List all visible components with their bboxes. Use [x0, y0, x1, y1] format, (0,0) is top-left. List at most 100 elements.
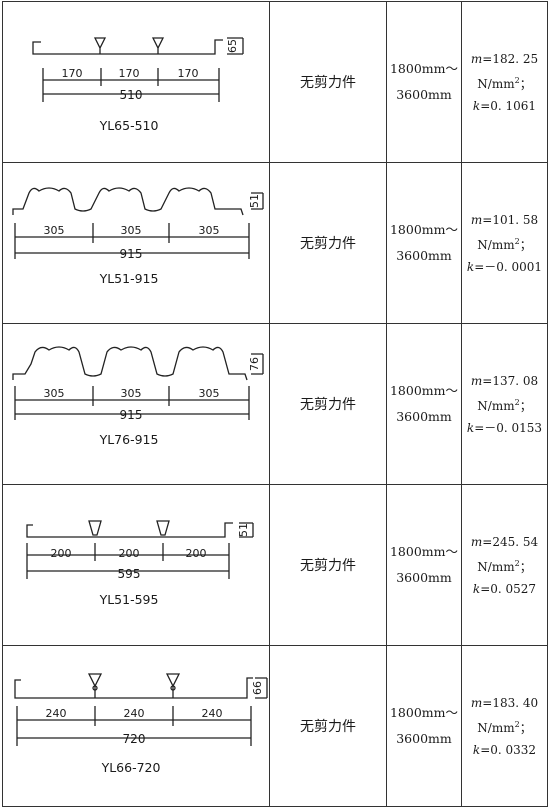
profile-cell: 51 200 200 200 595 YL51-595 — [2, 484, 270, 646]
m-value-line: m=137. 08 — [470, 373, 539, 388]
unit-line: N/mm2； — [477, 719, 532, 735]
segment-width-label: 240 — [202, 707, 223, 720]
table-row: 51 305 305 305 915 YL51-915 无剪力件 1800mm～… — [2, 162, 548, 324]
rib-mark — [156, 520, 170, 536]
deck-profile-line — [32, 39, 223, 55]
height-bracket — [255, 677, 268, 699]
model-label: YL66-720 — [101, 760, 161, 775]
total-width-label: 510 — [120, 88, 143, 102]
segment-width-label: 240 — [124, 707, 145, 720]
height-label: 51 — [237, 523, 250, 537]
segment-width-label: 200 — [186, 547, 207, 560]
shear-connector-cell: 无剪力件 — [269, 323, 387, 485]
table-row: 76 305 305 305 915 YL76-915 无剪力件 1800mm～… — [2, 323, 548, 485]
span-range-cell: 1800mm～ 3600mm — [386, 162, 462, 324]
profile-drawing-yl51-595: 51 200 200 200 595 YL51-595 — [26, 520, 254, 607]
span-range-cell: 1800mm～ 3600mm — [386, 645, 462, 807]
segment-width-label: 305 — [121, 387, 142, 400]
deck-profile-line — [14, 677, 253, 699]
dimension-lines — [14, 223, 250, 259]
segment-width-label: 170 — [119, 67, 140, 80]
total-width-label: 915 — [120, 408, 143, 422]
segment-width-label: 305 — [44, 224, 65, 237]
segment-width-label: 200 — [51, 547, 72, 560]
span-max: 3600mm — [396, 248, 452, 263]
rib-node — [170, 685, 176, 691]
profile-drawing-yl51-915: 51 305 305 305 915 YL51-915 — [12, 187, 264, 286]
coefficient-cell: m=182. 25 N/mm2； k=0. 1061 — [461, 1, 548, 163]
shear-connector-cell: 无剪力件 — [269, 645, 387, 807]
rib-mark — [151, 37, 165, 54]
rib-mark — [88, 520, 102, 536]
total-width-label: 595 — [118, 567, 141, 581]
span-range-cell: 1800mm～ 3600mm — [386, 1, 462, 163]
k-value-line: k=－0. 0001 — [466, 259, 543, 274]
unit-line: N/mm2； — [477, 75, 532, 91]
height-bracket — [251, 353, 264, 375]
height-label: 65 — [226, 39, 239, 53]
span-max: 3600mm — [396, 570, 452, 585]
dimension-lines — [14, 386, 250, 420]
span-range-cell: 1800mm～ 3600mm — [386, 323, 462, 485]
m-value-line: m=183. 40 — [470, 695, 539, 710]
unit-line: N/mm2； — [477, 236, 532, 252]
height-bracket — [239, 522, 254, 538]
rib-node — [92, 685, 98, 691]
span-min: 1800mm～ — [389, 705, 459, 720]
segment-width-label: 200 — [119, 547, 140, 560]
height-bracket — [251, 192, 264, 210]
profile-cell: 51 305 305 305 915 YL51-915 — [2, 162, 270, 324]
profile-drawing-yl65-510: 65 170 170 170 510 YL65-510 — [32, 37, 244, 133]
height-label: 76 — [248, 357, 261, 371]
segment-width-label: 305 — [199, 387, 220, 400]
span-max: 3600mm — [396, 731, 452, 746]
dimension-lines — [26, 543, 230, 579]
total-width-label: 720 — [123, 732, 146, 746]
table-row: 66 240 240 240 720 YL66-720 无剪力件 1800mm～… — [2, 645, 548, 807]
deck-profile-line — [12, 187, 244, 216]
profile-drawing-yl76-915: 76 305 305 305 915 YL76-915 — [12, 346, 264, 447]
span-range-cell: 1800mm～ 3600mm — [386, 484, 462, 646]
k-value-line: k=0. 1061 — [472, 98, 537, 113]
shear-connector-cell: 无剪力件 — [269, 1, 387, 163]
profile-cell: 65 170 170 170 510 YL65-510 — [2, 1, 270, 163]
unit-line: N/mm2； — [477, 397, 532, 413]
segment-width-label: 305 — [121, 224, 142, 237]
height-label: 66 — [251, 681, 264, 695]
table-row: 51 200 200 200 595 YL51-595 无剪力件 1800mm～… — [2, 484, 548, 646]
m-value-line: m=182. 25 — [470, 51, 539, 66]
k-value-line: k=0. 0527 — [472, 581, 537, 596]
height-bracket — [227, 37, 244, 55]
k-value-line: k=0. 0332 — [472, 742, 537, 757]
dimension-lines — [42, 68, 220, 102]
segment-width-label: 305 — [44, 387, 65, 400]
m-value-line: m=245. 54 — [470, 534, 539, 549]
k-value-line: k=－0. 0153 — [466, 420, 543, 435]
model-label: YL51-595 — [99, 592, 159, 607]
coefficient-cell: m=137. 08 N/mm2； k=－0. 0153 — [461, 323, 548, 485]
shear-connector-cell: 无剪力件 — [269, 162, 387, 324]
span-max: 3600mm — [396, 87, 452, 102]
model-label: YL51-915 — [99, 271, 159, 286]
segment-width-label: 170 — [178, 67, 199, 80]
profile-cell: 66 240 240 240 720 YL66-720 — [2, 645, 270, 807]
profile-drawing-yl66-720: 66 240 240 240 720 YL66-720 — [14, 673, 268, 775]
rib-mark — [165, 673, 181, 698]
coefficient-cell: m=245. 54 N/mm2； k=0. 0527 — [461, 484, 548, 646]
table-row: 65 170 170 170 510 YL65-510 无剪力件 1800mm～… — [2, 1, 548, 163]
span-min: 1800mm～ — [389, 383, 459, 398]
deck-profile-line — [26, 522, 233, 538]
segment-width-label: 170 — [62, 67, 83, 80]
coefficient-cell: m=183. 40 N/mm2； k=0. 0332 — [461, 645, 548, 807]
deck-profile-line — [12, 346, 248, 381]
span-min: 1800mm～ — [389, 222, 459, 237]
span-min: 1800mm～ — [389, 544, 459, 559]
span-max: 3600mm — [396, 409, 452, 424]
rib-mark — [93, 37, 107, 54]
unit-line: N/mm2； — [477, 558, 532, 574]
height-label: 51 — [248, 194, 261, 208]
m-value-line: m=101. 58 — [470, 212, 539, 227]
model-label: YL65-510 — [99, 118, 159, 133]
span-min: 1800mm～ — [389, 61, 459, 76]
